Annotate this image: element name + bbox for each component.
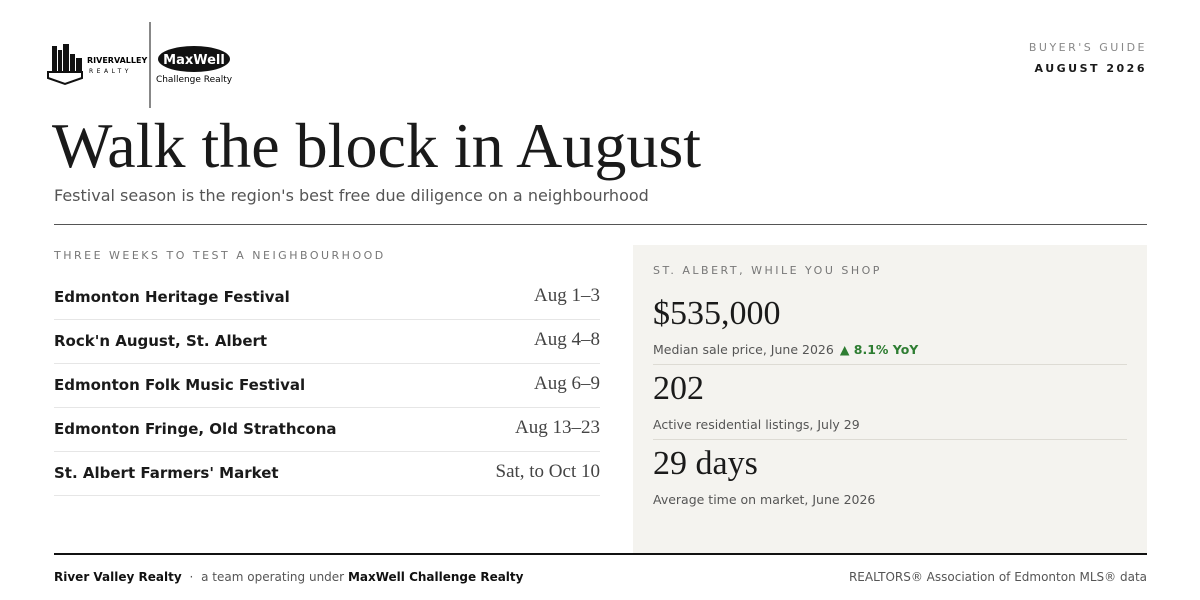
event-row: Edmonton Folk Music Festival Aug 6–9	[54, 363, 600, 408]
event-row: Edmonton Heritage Festival Aug 1–3	[54, 275, 600, 320]
event-date: Sat, to Oct 10	[495, 461, 601, 482]
footer-note: a team operating under	[201, 570, 345, 584]
stat-divider	[653, 364, 1127, 365]
event-date: Aug 4–8	[534, 329, 600, 350]
logo-brand: RIVERVALLEY	[87, 56, 147, 65]
logo-partner: MaxWell	[163, 53, 225, 68]
stat-value: 29 days	[653, 445, 758, 482]
footer-team: River Valley Realty	[54, 570, 182, 584]
stat-caption-text: Average time on market, June 2026	[653, 492, 876, 507]
footer-source: REALTORS® Association of Edmonton MLS® d…	[848, 570, 1147, 584]
event-name: St. Albert Farmers' Market	[54, 464, 279, 482]
logo-icon	[47, 44, 83, 86]
footer-separator: ·	[189, 570, 194, 584]
title: Walk the block in August	[52, 110, 701, 181]
logo-partner-sub: Challenge Realty	[156, 75, 233, 85]
event-date: Aug 13–23	[515, 417, 600, 438]
stat-caption: Active residential listings, July 29	[653, 417, 860, 432]
footer-left: River Valley Realty · a team operating u…	[54, 570, 523, 584]
stat-divider	[653, 439, 1127, 440]
stat-value: 202	[653, 370, 704, 407]
stat-caption: Average time on market, June 2026	[653, 492, 875, 507]
logo: RIVERVALLEY REALTY MaxWell Challenge Rea…	[47, 22, 233, 108]
stat-value: $535,000	[653, 295, 781, 332]
stat-caption-text: Active residential listings, July 29	[653, 417, 860, 432]
logo-brand-sub: REALTY	[89, 68, 132, 75]
stat-change: ▲ 8.1% YoY	[839, 342, 919, 357]
event-row: St. Albert Farmers' Market Sat, to Oct 10	[54, 451, 600, 496]
event-name: Edmonton Heritage Festival	[54, 288, 290, 306]
logo-badge	[158, 46, 230, 72]
stat-caption-text: Median sale price, June 2026	[653, 342, 834, 357]
subtitle: Festival season is the region's best fre…	[54, 186, 649, 205]
edition: AUGUST 2026	[1034, 62, 1147, 75]
footer-brokerage: MaxWell Challenge Realty	[347, 570, 524, 584]
stats-panel: ST. ALBERT, WHILE YOU SHOP $535,000 Media…	[633, 245, 1147, 553]
section-label: THREE WEEKS TO TEST A NEIGHBOURHOOD	[54, 249, 386, 262]
footer-rule	[54, 553, 1147, 555]
stat: 202 Active residential listings, July 29	[653, 370, 1127, 445]
event-date: Aug 6–9	[534, 373, 600, 394]
panel-label: ST. ALBERT, WHILE YOU SHOP	[653, 264, 882, 277]
event-name: Rock'n August, St. Albert	[54, 332, 268, 350]
stat: 29 days Average time on market, June 2026	[653, 445, 1127, 520]
event-row: Edmonton Fringe, Old Strathcona Aug 13–23	[54, 407, 600, 452]
event-name: Edmonton Folk Music Festival	[54, 376, 306, 394]
event-row: Rock'n August, St. Albert Aug 4–8	[54, 319, 600, 364]
event-name: Edmonton Fringe, Old Strathcona	[54, 420, 337, 438]
event-date: Aug 1–3	[534, 285, 600, 306]
stat: $535,000 Median sale price, June 2026 ▲ 8.…	[653, 295, 1127, 370]
header-rule	[54, 224, 1147, 225]
stat-caption: Median sale price, June 2026 ▲ 8.1% YoY	[653, 342, 918, 357]
kicker: BUYER'S GUIDE	[1028, 41, 1147, 54]
